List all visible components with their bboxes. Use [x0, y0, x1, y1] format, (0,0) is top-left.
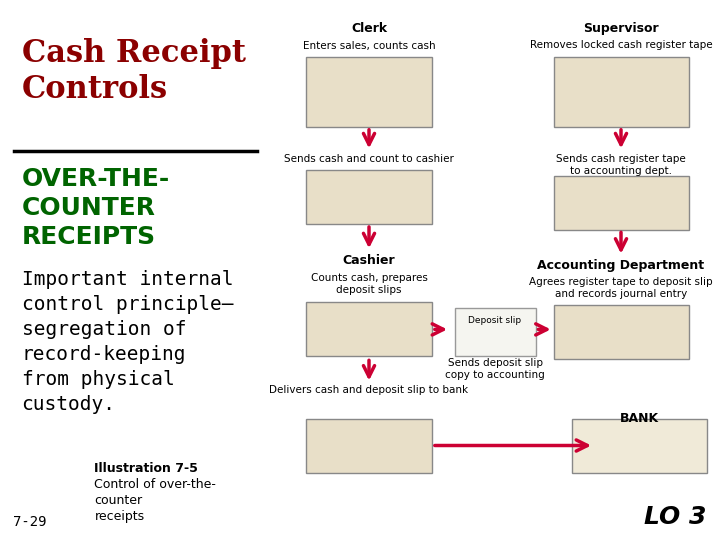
Text: LO 3: LO 3 — [644, 505, 706, 529]
Text: Control of over-the-
counter
receipts: Control of over-the- counter receipts — [94, 478, 217, 523]
Text: Cash Receipt
Controls: Cash Receipt Controls — [22, 38, 246, 105]
Text: Sends deposit slip
copy to accounting: Sends deposit slip copy to accounting — [445, 358, 545, 380]
FancyBboxPatch shape — [554, 57, 688, 127]
FancyBboxPatch shape — [306, 57, 432, 127]
FancyBboxPatch shape — [572, 418, 706, 472]
FancyBboxPatch shape — [554, 305, 688, 359]
Text: Cashier: Cashier — [343, 254, 395, 267]
FancyBboxPatch shape — [554, 176, 688, 230]
Text: Deposit slip: Deposit slip — [469, 316, 521, 325]
Text: OVER-THE-
COUNTER
RECEIPTS: OVER-THE- COUNTER RECEIPTS — [22, 167, 170, 249]
Text: Supervisor: Supervisor — [583, 22, 659, 35]
Text: 7-29: 7-29 — [14, 515, 47, 529]
Text: Sends cash and count to cashier: Sends cash and count to cashier — [284, 154, 454, 164]
Text: Clerk: Clerk — [351, 22, 387, 35]
Text: Important internal
control principle—
segregation of
record-keeping
from physica: Important internal control principle— se… — [22, 270, 233, 414]
Text: Accounting Department: Accounting Department — [537, 259, 705, 272]
Text: Agrees register tape to deposit slip
and records journal entry: Agrees register tape to deposit slip and… — [529, 277, 713, 299]
Text: Illustration 7-5: Illustration 7-5 — [94, 462, 199, 475]
Text: Delivers cash and deposit slip to bank: Delivers cash and deposit slip to bank — [269, 385, 469, 395]
Text: Enters sales, counts cash: Enters sales, counts cash — [302, 40, 436, 51]
Text: BANK: BANK — [619, 412, 659, 425]
FancyBboxPatch shape — [306, 170, 432, 224]
FancyBboxPatch shape — [306, 302, 432, 356]
Text: Removes locked cash register tape: Removes locked cash register tape — [530, 40, 712, 51]
Text: Counts cash, prepares
deposit slips: Counts cash, prepares deposit slips — [310, 273, 428, 295]
FancyBboxPatch shape — [454, 308, 536, 356]
FancyBboxPatch shape — [306, 418, 432, 472]
Text: Sends cash register tape
to accounting dept.: Sends cash register tape to accounting d… — [556, 154, 686, 176]
